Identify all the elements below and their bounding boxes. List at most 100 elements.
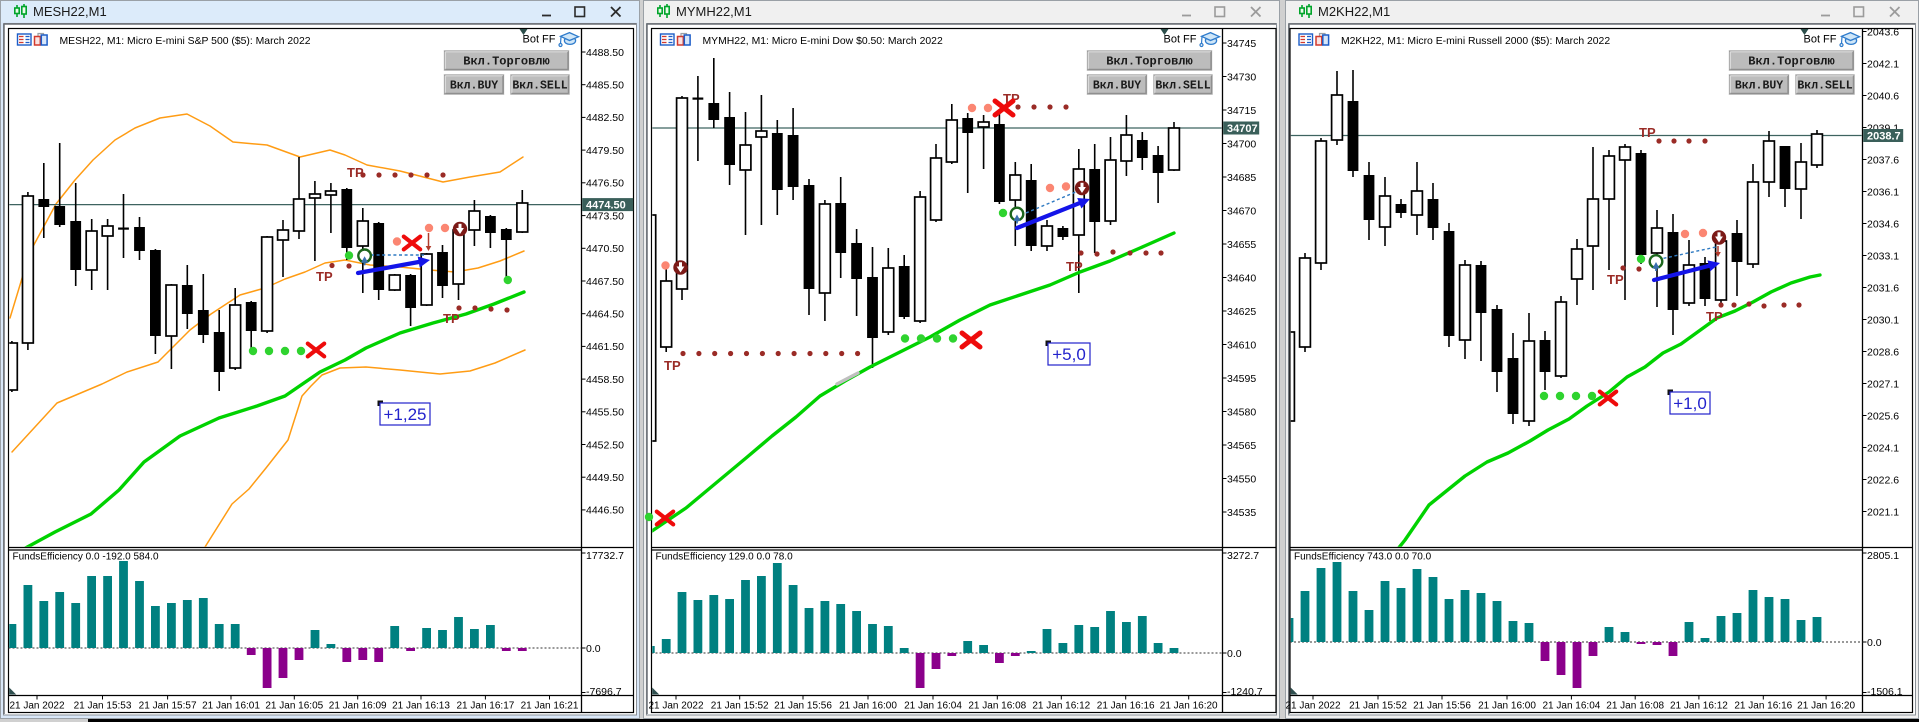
svg-text:34625: 34625 <box>1227 306 1256 318</box>
svg-text:TP: TP <box>1607 272 1624 287</box>
svg-text:MYMH22,M1: MYMH22,M1 <box>676 4 752 19</box>
svg-text:21 Jan 16:20: 21 Jan 16:20 <box>1160 701 1218 712</box>
svg-text:TP: TP <box>1003 91 1020 106</box>
svg-text:0.0: 0.0 <box>586 643 601 655</box>
svg-text:FundsEfficiency 743.0 0.0 70.0: FundsEfficiency 743.0 0.0 70.0 <box>1294 552 1432 563</box>
svg-text:+1,25: +1,25 <box>383 405 426 424</box>
svg-text:21 Jan 15:56: 21 Jan 15:56 <box>1413 701 1471 712</box>
svg-text:FundsEfficiency 129.0 0.0 78.0: FundsEfficiency 129.0 0.0 78.0 <box>656 552 794 563</box>
svg-text:+1,0: +1,0 <box>1673 394 1707 413</box>
svg-text:34745: 34745 <box>1227 38 1256 50</box>
svg-text:MYMH22, M1: Micro E-mini Dow: MYMH22, M1: Micro E-mini Dow $0.50: Marc… <box>703 36 943 47</box>
svg-text:M2KH22,M1: M2KH22,M1 <box>1318 4 1390 19</box>
svg-text:21 Jan 16:05: 21 Jan 16:05 <box>265 701 323 712</box>
svg-text:Bot FF: Bot FF <box>1803 34 1836 46</box>
svg-text:21 Jan 16:16: 21 Jan 16:16 <box>1734 701 1792 712</box>
svg-text:2025.6: 2025.6 <box>1867 410 1899 422</box>
svg-text:2022.6: 2022.6 <box>1867 474 1899 486</box>
svg-text:21 Jan 16:12: 21 Jan 16:12 <box>1670 701 1728 712</box>
svg-text:34715: 34715 <box>1227 105 1256 117</box>
svg-text:MESH22,M1: MESH22,M1 <box>33 4 107 19</box>
svg-text:0.0: 0.0 <box>1867 637 1882 649</box>
svg-text:34640: 34640 <box>1227 272 1256 284</box>
svg-text:TP: TP <box>664 358 681 373</box>
svg-text:Bot FF: Bot FF <box>522 34 555 46</box>
svg-text:Вкл.SELL: Вкл.SELL <box>1797 80 1852 93</box>
svg-text:2028.6: 2028.6 <box>1867 346 1899 358</box>
svg-text:2037.6: 2037.6 <box>1867 154 1899 166</box>
svg-text:4455.50: 4455.50 <box>586 407 624 419</box>
svg-text:4446.50: 4446.50 <box>586 505 624 517</box>
svg-text:Вкл.Торговлю: Вкл.Торговлю <box>1748 55 1834 69</box>
svg-text:TP: TP <box>1706 309 1723 324</box>
svg-text:21 Jan 16:00: 21 Jan 16:00 <box>1478 701 1536 712</box>
svg-text:Вкл.Торговлю: Вкл.Торговлю <box>1106 55 1192 69</box>
svg-text:34707: 34707 <box>1227 123 1258 135</box>
svg-text:4449.50: 4449.50 <box>586 472 624 484</box>
svg-text:21 Jan 2022: 21 Jan 2022 <box>9 701 64 712</box>
svg-text:2042.1: 2042.1 <box>1867 58 1899 70</box>
svg-text:21 Jan 16:08: 21 Jan 16:08 <box>968 701 1026 712</box>
svg-text:4473.50: 4473.50 <box>586 210 624 222</box>
svg-text:2031.6: 2031.6 <box>1867 282 1899 294</box>
svg-text:M2KH22, M1: Micro E-mini Russ: M2KH22, M1: Micro E-mini Russell 2000 ($… <box>1341 36 1610 47</box>
svg-text:21 Jan 16:04: 21 Jan 16:04 <box>1542 701 1600 712</box>
svg-text:Вкл.SELL: Вкл.SELL <box>512 80 567 93</box>
svg-text:Вкл.SELL: Вкл.SELL <box>1155 80 1210 93</box>
svg-text:4476.50: 4476.50 <box>586 178 624 190</box>
svg-text:2805.1: 2805.1 <box>1867 550 1899 562</box>
svg-text:2034.6: 2034.6 <box>1867 218 1899 230</box>
svg-text:21 Jan 16:20: 21 Jan 16:20 <box>1797 701 1855 712</box>
svg-text:TP: TP <box>1066 259 1083 274</box>
svg-text:4461.50: 4461.50 <box>586 341 624 353</box>
svg-text:2036.1: 2036.1 <box>1867 186 1899 198</box>
svg-text:21 Jan 16:17: 21 Jan 16:17 <box>456 701 514 712</box>
svg-text:21 Jan 16:13: 21 Jan 16:13 <box>392 701 450 712</box>
svg-text:34700: 34700 <box>1227 138 1256 150</box>
svg-text:Вкл.BUY: Вкл.BUY <box>1093 80 1141 93</box>
svg-text:Вкл.BUY: Вкл.BUY <box>450 80 498 93</box>
svg-text:2027.1: 2027.1 <box>1867 378 1899 390</box>
svg-text:21 Jan 16:12: 21 Jan 16:12 <box>1032 701 1090 712</box>
svg-text:2038.7: 2038.7 <box>1867 131 1901 143</box>
svg-text:2030.1: 2030.1 <box>1867 314 1899 326</box>
svg-text:4482.50: 4482.50 <box>586 112 624 124</box>
svg-text:-1240.7: -1240.7 <box>1227 686 1263 698</box>
svg-text:4485.50: 4485.50 <box>586 80 624 92</box>
svg-text:FundsEfficiency 0.0 -192.0 584: FundsEfficiency 0.0 -192.0 584.0 <box>13 552 159 563</box>
svg-text:4464.50: 4464.50 <box>586 309 624 321</box>
svg-text:21 Jan 16:16: 21 Jan 16:16 <box>1097 701 1155 712</box>
svg-text:21 Jan 16:09: 21 Jan 16:09 <box>329 701 387 712</box>
svg-text:Вкл.Торговлю: Вкл.Торговлю <box>463 55 549 69</box>
svg-text:2043.6: 2043.6 <box>1867 26 1899 38</box>
svg-text:-1506.1: -1506.1 <box>1867 686 1903 698</box>
svg-text:2024.1: 2024.1 <box>1867 442 1899 454</box>
svg-text:TP: TP <box>316 269 333 284</box>
svg-text:34595: 34595 <box>1227 373 1256 385</box>
svg-text:21 Jan 16:00: 21 Jan 16:00 <box>839 701 897 712</box>
svg-text:-7696.7: -7696.7 <box>586 686 622 698</box>
svg-text:21 Jan 16:21: 21 Jan 16:21 <box>521 701 579 712</box>
svg-text:34730: 34730 <box>1227 71 1256 83</box>
svg-text:4470.50: 4470.50 <box>586 243 624 255</box>
svg-text:34685: 34685 <box>1227 172 1256 184</box>
svg-text:4488.50: 4488.50 <box>586 47 624 59</box>
svg-text:21 Jan 2022: 21 Jan 2022 <box>1285 701 1340 712</box>
svg-text:+5,0: +5,0 <box>1052 345 1086 364</box>
svg-text:21 Jan 2022: 21 Jan 2022 <box>648 701 703 712</box>
svg-text:34565: 34565 <box>1227 440 1256 452</box>
svg-text:34535: 34535 <box>1227 507 1256 519</box>
svg-text:3272.7: 3272.7 <box>1227 550 1259 562</box>
svg-text:34550: 34550 <box>1227 473 1256 485</box>
svg-text:34580: 34580 <box>1227 406 1256 418</box>
svg-text:21 Jan 16:01: 21 Jan 16:01 <box>202 701 260 712</box>
svg-text:21 Jan 15:52: 21 Jan 15:52 <box>711 701 769 712</box>
svg-text:Вкл.BUY: Вкл.BUY <box>1735 80 1783 93</box>
svg-text:4452.50: 4452.50 <box>586 439 624 451</box>
svg-text:4467.50: 4467.50 <box>586 276 624 288</box>
svg-text:21 Jan 15:57: 21 Jan 15:57 <box>139 701 197 712</box>
svg-text:4458.50: 4458.50 <box>586 374 624 386</box>
svg-text:34655: 34655 <box>1227 239 1256 251</box>
svg-text:0.0: 0.0 <box>1227 648 1242 660</box>
svg-text:34670: 34670 <box>1227 205 1256 217</box>
